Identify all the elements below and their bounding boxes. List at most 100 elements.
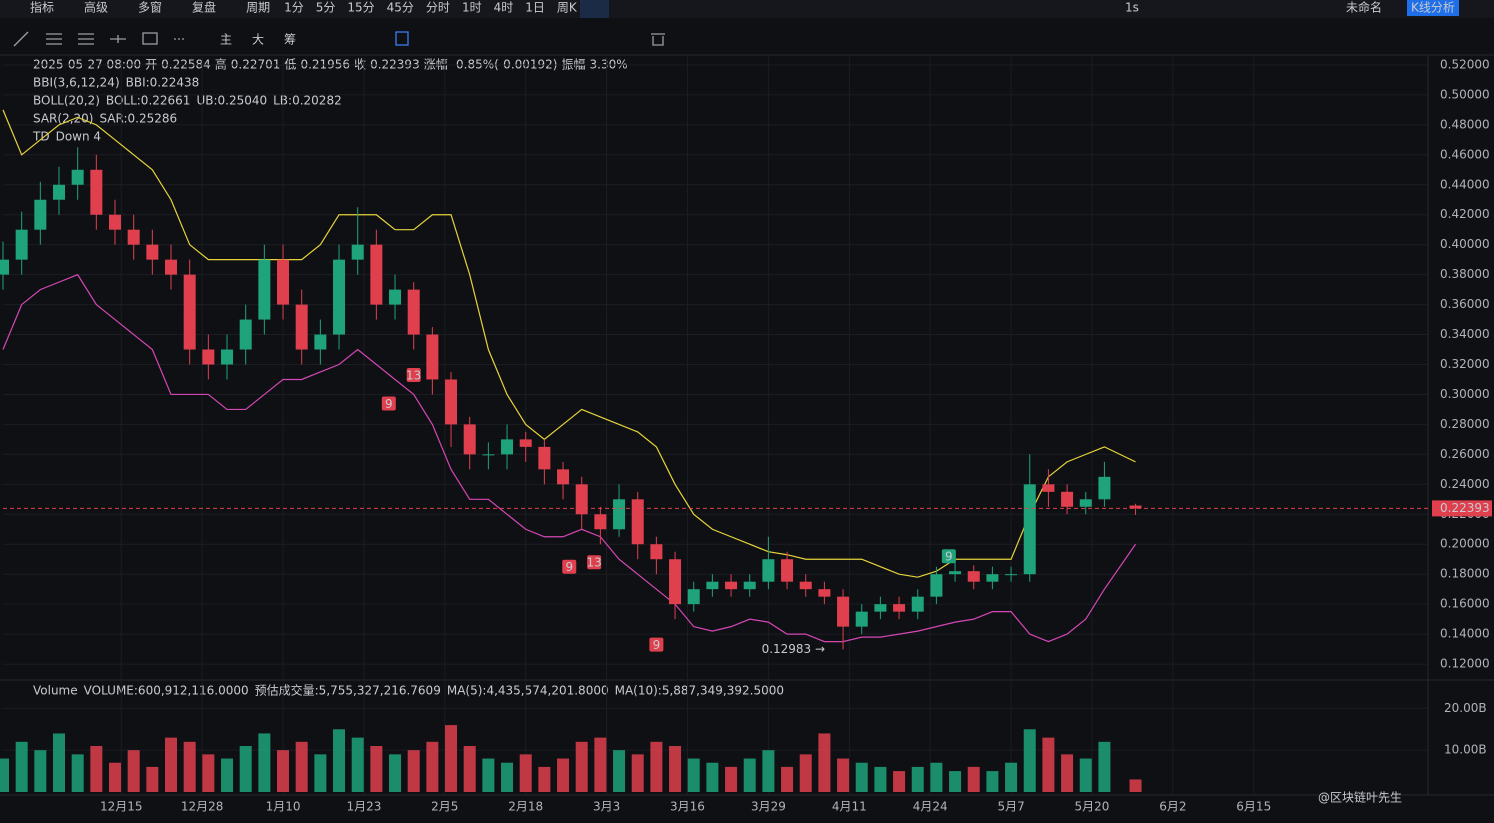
active-period-bg[interactable] (580, 0, 609, 18)
y-tick-label: 0.48000 (1440, 117, 1490, 131)
td-label: 9 (385, 397, 393, 411)
indicator-legend: TD (32, 130, 50, 144)
candle-body (463, 424, 476, 455)
y-tick-label: 0.34000 (1440, 327, 1490, 341)
candle-body (314, 334, 327, 350)
volume-bar (967, 766, 980, 792)
low-annotation: 0.12983 → (762, 642, 826, 656)
tool-copy[interactable] (395, 31, 409, 46)
toolbar-item[interactable]: 高级 (84, 0, 108, 15)
volume-bar (725, 766, 738, 792)
toolbar-item[interactable]: 45分 (387, 1, 414, 15)
toolbar-item[interactable]: 4时 (494, 1, 514, 15)
toolbar-item[interactable]: 指标 (30, 0, 54, 15)
candle-body (631, 499, 644, 545)
x-tick-label: 3月3 (593, 800, 620, 814)
volume-bar (239, 746, 252, 792)
y-tick-label: 0.44000 (1440, 177, 1490, 191)
candle-body (183, 274, 196, 350)
y-tick-label: 0.20000 (1440, 537, 1490, 551)
candle-body (90, 169, 103, 215)
main-tool[interactable]: 大 (252, 33, 264, 47)
toolbar-item[interactable]: 5分 (316, 1, 336, 15)
volume-bar (631, 754, 644, 792)
volume-bar (837, 758, 850, 792)
volume-bar (762, 750, 775, 792)
toolbar-item[interactable]: 周期 (246, 1, 270, 15)
volume-bar (463, 746, 476, 792)
toolbar-item[interactable]: 分时 (426, 1, 450, 15)
volume-bar (445, 725, 458, 792)
volume-bar (389, 754, 402, 792)
toolbar-item[interactable]: 1s (1125, 1, 1139, 15)
candle-body (743, 581, 756, 590)
indicator-legend: BOLL(20,2) (33, 94, 100, 108)
toolbar-item[interactable]: 多窗 (138, 1, 162, 15)
toolbar-item[interactable]: 周K (557, 1, 578, 15)
main-tool[interactable]: 筹 (284, 33, 296, 47)
analysis-button-bg[interactable] (1407, 0, 1459, 16)
toolbar-item[interactable]: 复盘 (192, 0, 216, 15)
main-tool[interactable]: 主 (220, 33, 232, 47)
volume-bar (575, 741, 588, 792)
drawing-tools[interactable] (13, 31, 665, 47)
volume-bar (109, 762, 122, 792)
volume-bar (146, 766, 159, 792)
volume-legend: 预估成交量:5,755,327,216.7609 (255, 683, 441, 698)
tool-line[interactable] (13, 31, 29, 47)
toolbar-item[interactable]: 15分 (347, 1, 374, 15)
candle-body (426, 334, 439, 380)
y-tick-label: 0.52000 (1440, 57, 1490, 71)
tool-rect[interactable] (142, 32, 158, 45)
top-toolbar (0, 0, 1494, 18)
y-tick-label: 0.12000 (1440, 657, 1490, 671)
x-tick-label: 2月5 (431, 800, 458, 814)
x-tick-label: 12月28 (181, 800, 224, 814)
price-tag (1432, 500, 1492, 517)
candle-body (986, 574, 999, 582)
volume-bar (1061, 754, 1074, 792)
volume-bar (519, 754, 532, 792)
y-tick-label: 10.00B (1444, 743, 1487, 757)
y-tick-label: 0.24000 (1440, 477, 1490, 491)
volume-bar (893, 771, 906, 792)
y-tick-label: 20.00B (1444, 701, 1487, 715)
candle-body (837, 596, 850, 627)
indicator-legend: Down 4 (56, 130, 101, 144)
volume-legend: Volume (33, 684, 78, 698)
candle-body (501, 439, 514, 455)
toolbar-item[interactable]: 1时 (462, 1, 482, 15)
ohlc-info: 振幅 (562, 57, 586, 72)
volume-bar (370, 746, 383, 792)
tool-cross[interactable] (110, 35, 126, 43)
tool-hlines[interactable] (46, 33, 62, 45)
toolbar-item[interactable]: K线分析 (1411, 1, 1455, 15)
toolbar-item[interactable]: 1分 (284, 1, 304, 15)
volume-bar (165, 737, 178, 792)
volume-bar (1129, 779, 1142, 792)
candle-body (1098, 476, 1111, 500)
toolbar-item[interactable]: 未命名 (1346, 0, 1382, 15)
tool-channel[interactable] (78, 33, 94, 45)
candle-body (1042, 484, 1055, 492)
x-tick-label: 3月29 (751, 800, 786, 814)
volume-bar (90, 746, 103, 792)
x-tick-label: 4月11 (832, 800, 867, 814)
watermark: @区块链叶先生 (1318, 790, 1402, 805)
y-tick-label: 0.14000 (1440, 627, 1490, 641)
toolbar-item[interactable]: 1日 (525, 1, 545, 15)
candle-body (706, 581, 719, 590)
tool-delete[interactable] (651, 33, 665, 46)
candle-body (370, 244, 383, 305)
candle-body (1061, 491, 1074, 507)
candle-body (818, 589, 831, 597)
volume-bar (818, 733, 831, 792)
volume-bar (1005, 762, 1018, 792)
x-tick-label: 12月15 (100, 800, 143, 814)
volume-bar (1042, 737, 1055, 792)
candle-body (799, 581, 812, 590)
candle-body (146, 244, 159, 260)
volume-bar (613, 750, 626, 792)
volume-bar (874, 766, 887, 792)
